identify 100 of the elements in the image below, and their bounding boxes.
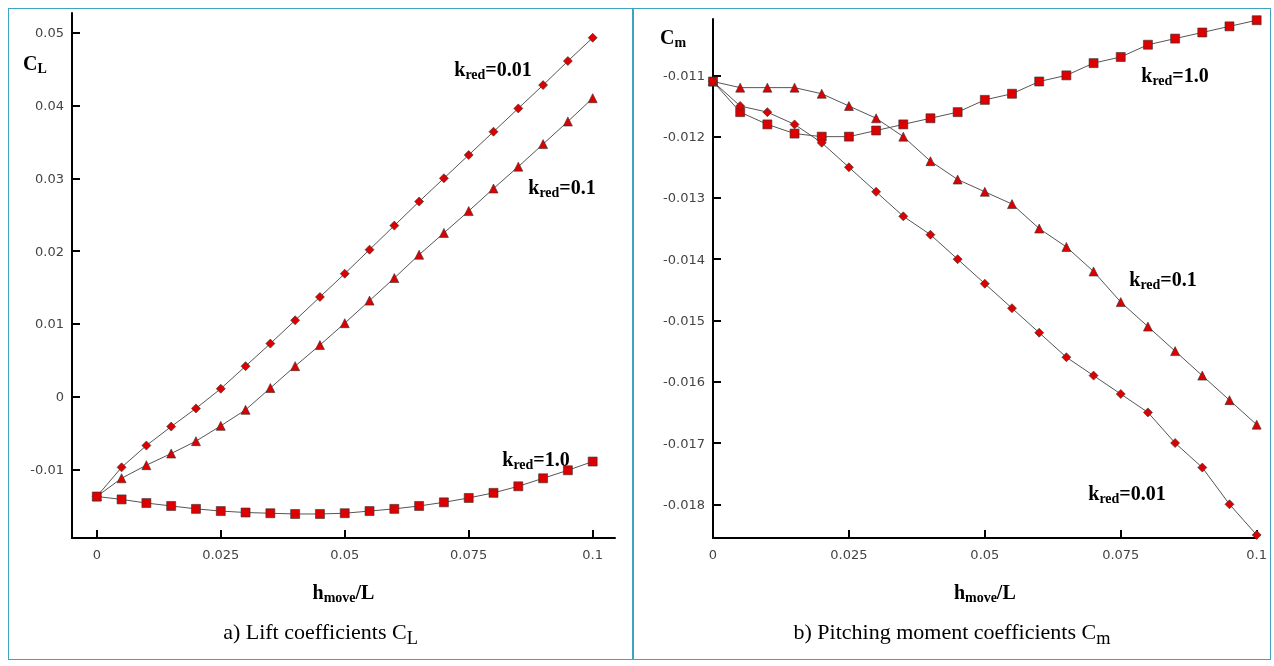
x-tick-label: 0: [92, 547, 101, 562]
point: [389, 504, 400, 514]
point: [1115, 52, 1126, 62]
point: [364, 244, 375, 255]
point: [762, 119, 773, 130]
point: [563, 56, 573, 66]
point: [339, 268, 350, 279]
point: [789, 119, 800, 130]
y-tick-label: -0.016: [663, 374, 705, 390]
point: [871, 125, 881, 136]
y-tick-label: 0.01: [35, 316, 64, 332]
point: [116, 494, 127, 505]
point: [898, 211, 909, 222]
x-tick-label: 0: [708, 547, 718, 562]
point: [1251, 419, 1262, 430]
x-tick-label: 0.025: [830, 547, 868, 562]
point: [925, 113, 936, 124]
point: [1224, 499, 1235, 510]
point: [215, 383, 226, 394]
point: [1224, 21, 1235, 32]
point: [1170, 346, 1180, 356]
point: [1061, 242, 1072, 252]
point: [439, 228, 449, 238]
point: [414, 249, 424, 260]
point: [1088, 266, 1099, 277]
point: [191, 436, 201, 446]
point: [952, 174, 963, 185]
point: [240, 507, 251, 518]
point: [488, 126, 499, 137]
x-tick-label: 0.05: [970, 547, 1000, 562]
point: [265, 508, 276, 519]
point: [315, 292, 325, 302]
x-tick-label: 0.075: [1102, 547, 1140, 562]
point: [364, 295, 375, 306]
y-tick-label: 0.02: [35, 243, 64, 259]
point: [414, 196, 424, 207]
point: [816, 137, 827, 148]
point: [513, 481, 524, 492]
point: [141, 440, 152, 451]
point: [1170, 33, 1180, 44]
point: [925, 229, 936, 240]
y-tick-label: -0.01: [30, 462, 64, 478]
point: [844, 101, 854, 111]
point: [735, 82, 745, 93]
point: [389, 220, 400, 231]
point: [116, 462, 127, 473]
point: [1034, 76, 1044, 87]
point: [1115, 389, 1126, 399]
point: [538, 80, 548, 90]
point: [191, 504, 201, 514]
y-tick-label: 0.04: [35, 97, 64, 113]
point: [735, 101, 745, 111]
point: [315, 340, 325, 350]
point: [1088, 370, 1099, 381]
point: [898, 119, 909, 130]
y-tick-label: -0.018: [663, 496, 705, 512]
point: [871, 187, 881, 197]
point: [488, 488, 499, 498]
point: [315, 509, 325, 519]
y-tick-label: -0.012: [663, 129, 705, 145]
text: b) Pitching moment coefficients C$_{m}$: [792, 619, 1112, 650]
point: [1197, 462, 1208, 473]
point: [166, 501, 176, 511]
point: [1224, 395, 1235, 405]
point: [1061, 352, 1072, 363]
point: [488, 183, 499, 194]
point: [952, 107, 963, 117]
point: [339, 508, 350, 519]
point: [1007, 88, 1017, 99]
point: [414, 501, 424, 511]
point: [265, 383, 276, 393]
point: [925, 156, 936, 166]
point: [439, 497, 449, 508]
point: [513, 161, 524, 172]
point: [265, 338, 276, 349]
point: [389, 273, 400, 283]
point: [844, 162, 854, 173]
point: [166, 448, 176, 459]
x-tick-label: 0.1: [582, 547, 604, 562]
point: [463, 206, 474, 216]
point: [563, 116, 573, 127]
point: [1115, 297, 1126, 307]
point: [980, 278, 990, 289]
point: [1034, 223, 1044, 234]
point: [215, 421, 226, 431]
point: [240, 405, 251, 415]
point: [789, 128, 800, 139]
point: [1143, 321, 1153, 332]
point: [166, 421, 176, 432]
point: [141, 460, 152, 470]
point: [1170, 438, 1180, 448]
point: [463, 493, 474, 503]
y-tick-label: -0.011: [663, 67, 705, 83]
point: [290, 315, 300, 326]
point: [1061, 70, 1072, 81]
x-tick-label: 0.1: [1246, 547, 1268, 562]
point: [439, 173, 449, 184]
point: [980, 187, 990, 197]
point: [215, 506, 226, 516]
y-tick-label: 0.03: [35, 170, 64, 186]
